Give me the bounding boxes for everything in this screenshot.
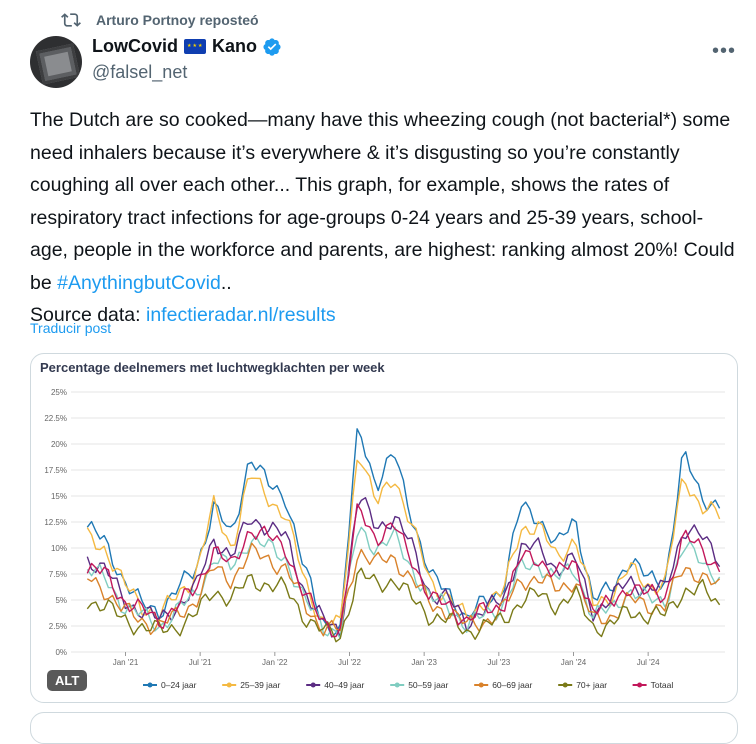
y-tick-label: 15% [51, 492, 67, 501]
line-chart: 0% 2.5% 5% 7.5% 10% 12.5% 15% 17.5% 20% 22.5% 25% J… [44, 388, 725, 690]
chart-title: Percentage deelnemers met luchtwegklacht… [40, 360, 385, 375]
more-options-icon[interactable]: ••• [711, 40, 736, 62]
legend-marker [394, 682, 400, 688]
x-tick-label: Jul '24 [637, 658, 660, 667]
source-link[interactable]: infectieradar.nl/results [146, 304, 336, 326]
repost-icon [61, 13, 81, 27]
author-name[interactable]: LowCovid Kano [92, 36, 282, 57]
tweet-text: The Dutch are so cooked—many have this w… [30, 104, 735, 332]
verified-badge-icon [263, 37, 281, 56]
legend-marker [147, 682, 153, 688]
display-name[interactable]: LowCovid [92, 36, 178, 56]
y-tick-label: 17.5% [44, 466, 67, 475]
legend-label: 50–59 jaar [408, 680, 448, 690]
x-tick-label: Jan '21 [113, 658, 139, 667]
x-tick-label: Jul '21 [189, 658, 212, 667]
y-tick-label: 5% [55, 596, 67, 605]
x-tick-label: Jul '23 [487, 658, 510, 667]
repost-header[interactable]: Arturo Portnoy reposteó [60, 8, 259, 32]
legend-label: 0–24 jaar [161, 680, 197, 690]
author-handle[interactable]: @falsel_net [92, 62, 188, 82]
legend-marker [478, 682, 484, 688]
x-tick-label: Jan '22 [262, 658, 288, 667]
series-line [86, 503, 721, 638]
y-tick-label: 0% [55, 648, 67, 657]
x-tick-label: Jul '22 [338, 658, 361, 667]
alt-badge[interactable]: ALT [47, 670, 88, 691]
tweet-body-end: .. [220, 271, 232, 294]
legend-marker [637, 682, 643, 688]
y-tick-label: 7.5% [49, 570, 67, 579]
y-tick-label: 20% [51, 440, 67, 449]
y-tick-label: 25% [51, 388, 67, 397]
source-label: Source data: [30, 304, 146, 326]
y-tick-label: 12.5% [44, 518, 67, 527]
chart-image-card[interactable]: Percentage deelnemers met luchtwegklacht… [30, 353, 738, 703]
legend-marker [226, 682, 232, 688]
legend-label: Totaal [651, 680, 674, 690]
series-line [86, 428, 721, 638]
next-card-edge [30, 712, 738, 744]
y-tick-label: 22.5% [44, 414, 67, 423]
eu-flag-icon [184, 39, 206, 54]
series-line [86, 496, 721, 639]
series-line [86, 567, 721, 643]
legend-marker [310, 682, 316, 688]
series-line [86, 542, 721, 637]
x-tick-label: Jan '23 [411, 658, 437, 667]
tweet-body: The Dutch are so cooked—many have this w… [30, 109, 735, 294]
x-tick-label: Jan '24 [561, 658, 587, 667]
series-line [86, 526, 721, 639]
legend-marker [562, 682, 568, 688]
translate-post-link[interactable]: Traducir post [30, 320, 112, 336]
y-tick-label: 2.5% [49, 622, 67, 631]
hashtag-link[interactable]: #AnythingbutCovid [57, 271, 221, 294]
y-tick-label: 10% [51, 544, 67, 553]
avatar[interactable] [30, 36, 82, 88]
legend-label: 70+ jaar [576, 680, 607, 690]
repost-text: Arturo Portnoy reposteó [96, 12, 259, 28]
legend-label: 40–49 jaar [324, 680, 364, 690]
name-suffix[interactable]: Kano [212, 36, 257, 56]
legend-label: 60–69 jaar [492, 680, 532, 690]
legend-label: 25–39 jaar [240, 680, 280, 690]
